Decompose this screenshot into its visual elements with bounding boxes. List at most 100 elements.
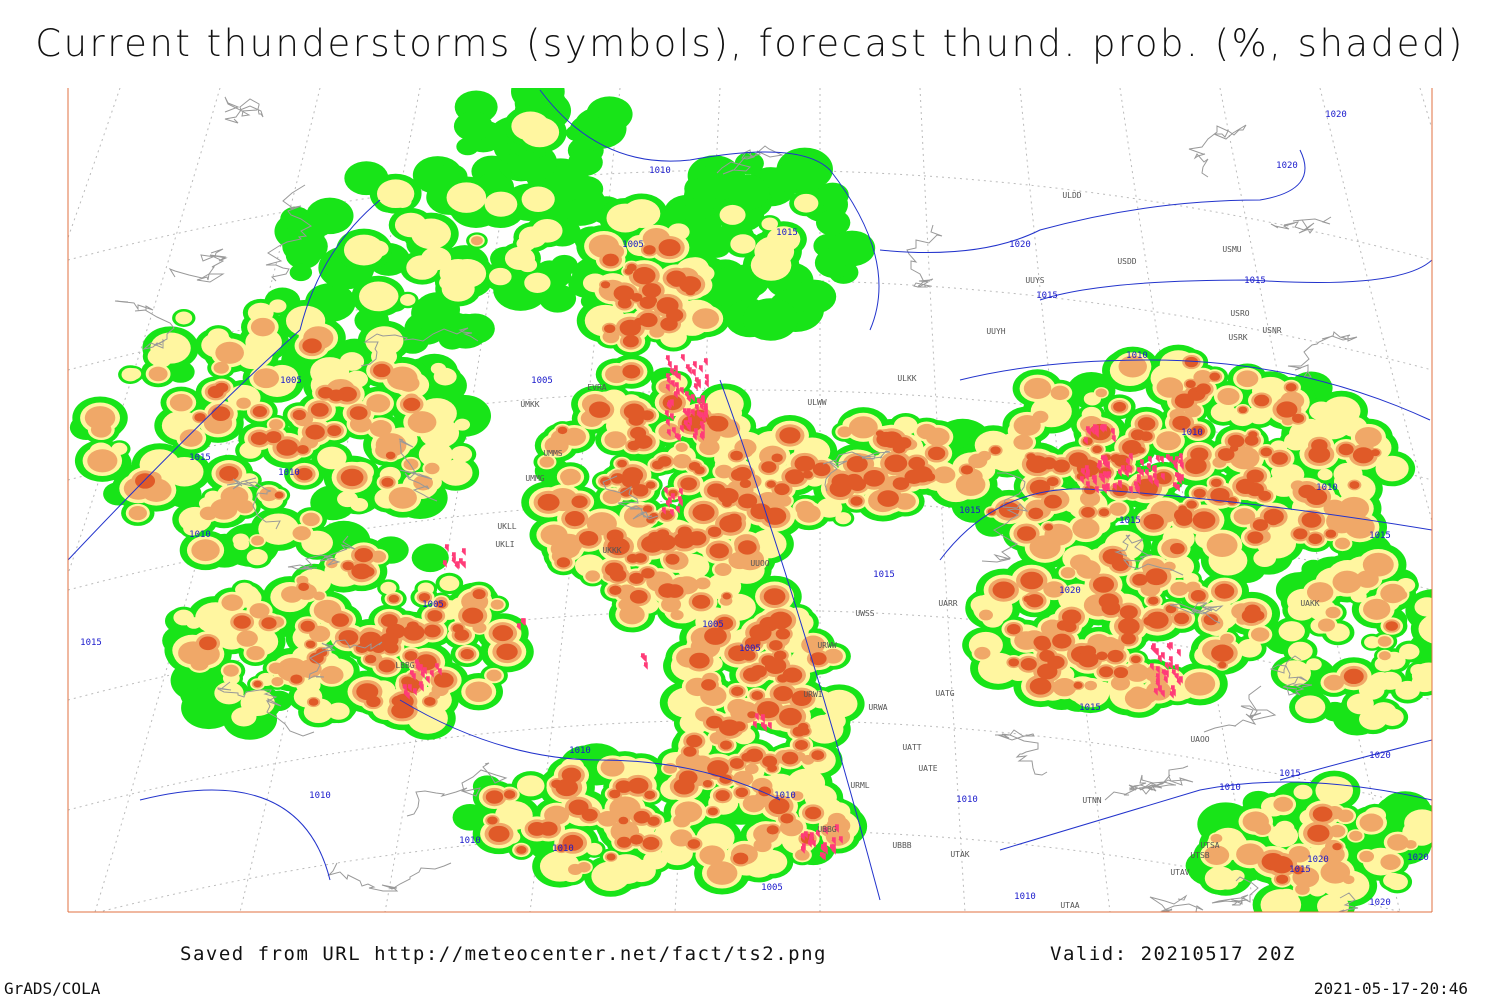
probability-shade — [753, 838, 772, 853]
storm-symbol — [703, 358, 708, 366]
probability-shade — [617, 459, 627, 468]
probability-shade — [1410, 664, 1428, 677]
probability-shade — [1217, 448, 1235, 461]
probability-shade — [970, 595, 996, 615]
station-label: UAKK — [1300, 599, 1319, 608]
probability-shade — [1288, 845, 1311, 863]
probability-shade — [707, 760, 729, 777]
probability-shade — [1023, 377, 1052, 399]
probability-shade — [331, 613, 350, 627]
storm-symbol — [1110, 428, 1115, 436]
map-title: Current thunderstorms (symbols), forecas… — [35, 22, 1465, 65]
probability-shade — [1136, 446, 1145, 454]
probability-shade — [1113, 401, 1126, 412]
probability-shade — [1204, 866, 1236, 891]
station-label: UWSS — [855, 609, 874, 618]
coastline — [398, 438, 438, 502]
probability-shade — [393, 193, 412, 208]
storm-symbol — [676, 373, 681, 381]
storm-symbol — [1097, 460, 1102, 468]
probability-shade — [602, 253, 619, 267]
probability-shade — [761, 217, 778, 231]
probability-shade — [694, 466, 705, 475]
storm-symbol — [1176, 649, 1181, 657]
probability-shade — [400, 294, 416, 306]
probability-shade — [215, 382, 229, 393]
probability-shade — [488, 825, 510, 843]
probability-shade — [707, 526, 722, 538]
coastline — [224, 96, 264, 124]
probability-shade — [763, 588, 786, 605]
coastline — [265, 184, 312, 282]
station-label: URWA — [868, 703, 887, 712]
probability-shade — [1317, 618, 1336, 632]
probability-shade — [1285, 383, 1297, 392]
probability-shade — [990, 446, 1001, 455]
probability-shade — [794, 739, 808, 750]
storm-symbol — [409, 670, 414, 678]
probability-shade — [828, 230, 876, 267]
probability-shade — [665, 553, 680, 565]
probability-shade — [1196, 383, 1211, 395]
probability-shade — [569, 175, 604, 203]
probability-shade — [342, 561, 354, 571]
probability-shade — [521, 186, 555, 213]
probability-shade — [1408, 825, 1432, 846]
coastline — [981, 472, 1029, 563]
probability-shade — [317, 446, 347, 470]
probability-shade — [1096, 651, 1108, 661]
probability-shade — [773, 686, 793, 702]
isobar-label: 1015 — [1079, 703, 1101, 713]
probability-shade — [1375, 455, 1409, 482]
probability-shade — [632, 484, 649, 497]
probability-shade — [1145, 568, 1168, 586]
probability-shade — [607, 537, 630, 556]
coastline — [1270, 216, 1332, 234]
probability-shade — [1193, 369, 1213, 385]
station-label: ULKK — [897, 374, 916, 383]
isobar-label: 1005 — [761, 883, 783, 893]
storm-symbol — [1120, 465, 1125, 473]
probability-shade — [1315, 776, 1354, 806]
isobar-label: 1020 — [1407, 853, 1429, 863]
probability-shade — [630, 293, 643, 302]
probability-shade — [308, 698, 319, 706]
probability-shade — [562, 427, 586, 446]
probability-shade — [837, 426, 852, 438]
probability-shade — [1060, 567, 1076, 579]
storm-symbol — [699, 433, 704, 441]
probability-shade — [1276, 874, 1289, 884]
isobar — [139, 789, 331, 881]
probability-shade — [1293, 528, 1308, 540]
probability-shade — [1246, 405, 1272, 425]
storm-symbol — [669, 509, 674, 517]
probability-shade — [562, 476, 575, 486]
storm-symbol — [680, 354, 685, 362]
probability-shade — [777, 674, 789, 683]
probability-shade — [846, 456, 868, 473]
isobar-label: 1020 — [1307, 855, 1329, 865]
probability-shade — [320, 665, 344, 685]
storm-symbol — [1117, 481, 1122, 489]
probability-shade — [318, 386, 334, 399]
storm-symbol — [402, 684, 407, 692]
probability-shade — [1236, 843, 1265, 866]
probability-shade — [781, 751, 799, 765]
probability-shade — [126, 368, 142, 380]
probability-shade — [1043, 494, 1062, 509]
probability-shade — [848, 477, 867, 491]
probability-shade — [1184, 672, 1216, 696]
isobar — [719, 379, 881, 901]
probability-shade — [670, 829, 693, 847]
isobar-label: 1010 — [1219, 783, 1241, 793]
storm-symbol — [407, 684, 412, 692]
probability-shade — [388, 486, 417, 509]
probability-shade — [960, 465, 973, 475]
probability-shade — [516, 775, 545, 797]
probability-shade — [726, 513, 742, 525]
isobar-label: 1005 — [531, 376, 553, 386]
isobar-label: 1005 — [702, 620, 724, 630]
storm-symbol — [1178, 453, 1183, 461]
station-label: UTAA — [1060, 901, 1079, 910]
coastline — [287, 535, 356, 570]
